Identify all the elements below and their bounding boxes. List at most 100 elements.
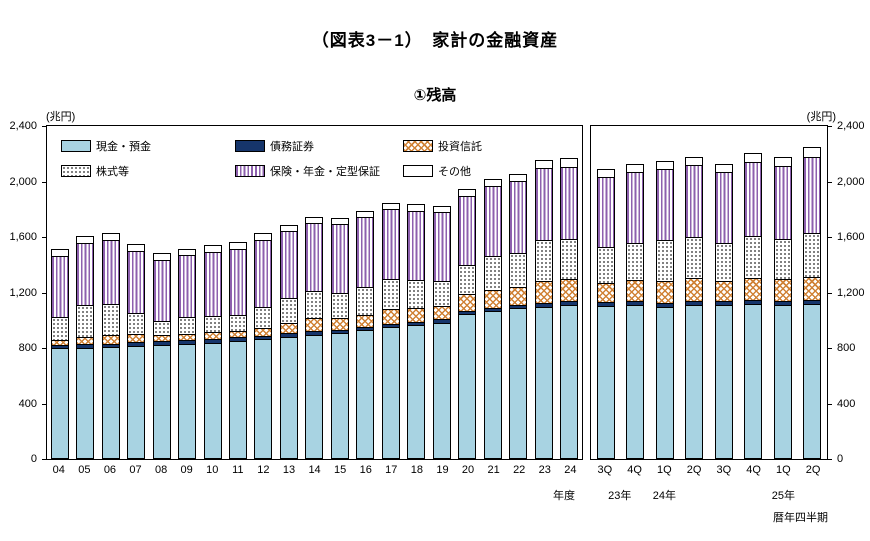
bar-segment-debt: [484, 307, 501, 312]
bar-segment-trust: [433, 305, 450, 320]
y-tick-label: 1,600: [837, 231, 865, 243]
bar-segment-equity: [656, 239, 673, 281]
y-tick-mark: [828, 181, 832, 183]
x-tick-label: 05: [78, 464, 91, 476]
bar-segment-equity: [230, 314, 247, 331]
bar-segment-trust: [77, 337, 94, 345]
bar-segment-insurance: [561, 166, 578, 239]
bar-segment-insurance: [280, 231, 297, 298]
bar-segment-other: [774, 156, 791, 166]
x-tick-label: 23: [538, 464, 551, 476]
bar-segment-insurance: [331, 224, 348, 293]
bar-segment-trust: [745, 277, 762, 300]
legend-swatch-other: [403, 165, 433, 177]
bar-segment-debt: [331, 329, 348, 334]
bar-segment-cash: [128, 345, 145, 458]
y-tick-mark: [42, 181, 46, 183]
bar-segment-insurance: [459, 195, 476, 266]
bar-segment-equity: [128, 313, 145, 335]
bar-segment-other: [128, 243, 145, 251]
x-tick-label: 12: [257, 464, 270, 476]
bar-segment-cash: [804, 304, 821, 458]
bar-segment-trust: [230, 330, 247, 337]
bar-segment-trust: [510, 287, 527, 305]
bar-segment-debt: [459, 310, 476, 315]
bar-segment-other: [306, 216, 323, 223]
legend-item-cash: 現金・預金: [61, 138, 235, 154]
bar-segment-insurance: [179, 255, 196, 318]
bar-segment-debt: [382, 323, 399, 327]
bar-segment-debt: [128, 341, 145, 346]
bar-segment-other: [153, 252, 170, 260]
chart-title: （図表3－1） 家計の金融資産: [311, 31, 559, 50]
x-tick-label: 10: [206, 464, 219, 476]
x-tick-label: 20: [461, 464, 475, 476]
stacked-bar-annual-05: [76, 236, 95, 459]
bar-segment-trust: [774, 279, 791, 301]
bar-segment-equity: [774, 238, 791, 280]
stacked-bar-annual-20: [458, 188, 477, 459]
bar-segment-insurance: [255, 240, 272, 308]
bar-segment-cash: [382, 326, 399, 458]
bar-segment-cash: [484, 311, 501, 458]
x-tick-label: 4Q: [627, 464, 642, 476]
legend-item-trust: 投資信託: [403, 138, 482, 154]
bar-segment-debt: [627, 300, 644, 305]
bar-segment-trust: [280, 322, 297, 333]
legend-swatch-debt: [235, 140, 265, 152]
bar-segment-trust: [102, 335, 119, 344]
stacked-bar-annual-18: [407, 204, 426, 459]
bar-segment-other: [804, 147, 821, 157]
bar-segment-insurance: [382, 209, 399, 279]
chart-subtitle: ①残高: [413, 87, 457, 104]
x-tick-label: 07: [129, 464, 142, 476]
y-tick-label: 400: [18, 397, 37, 410]
bar-segment-equity: [204, 316, 221, 333]
bar-segment-equity: [51, 316, 68, 341]
legend-item-debt: 債務証券: [235, 138, 403, 154]
legend-label-debt: 債務証券: [270, 141, 314, 153]
bar-segment-equity: [535, 239, 552, 282]
bar-segment-other: [179, 248, 196, 256]
bar-segment-trust: [627, 280, 644, 301]
bar-segment-other: [331, 218, 348, 225]
bar-segment-debt: [408, 321, 425, 325]
bar-segment-insurance: [77, 242, 94, 306]
bar-segment-trust: [382, 309, 399, 324]
bar-segment-cash: [561, 305, 578, 458]
bar-segment-debt: [715, 301, 732, 306]
bar-segment-debt: [510, 304, 527, 309]
bar-segment-insurance: [774, 165, 791, 239]
bar-segment-other: [715, 163, 732, 173]
x-tick-label: 24: [564, 464, 577, 476]
stacked-bar-annual-04: [50, 248, 69, 459]
y-tick-mark: [42, 403, 46, 405]
bar-segment-equity: [306, 290, 323, 319]
stacked-bar-annual-12: [254, 233, 273, 459]
bar-segment-cash: [153, 344, 170, 458]
x-tick-label: 2Q: [805, 464, 821, 476]
x-tick-label: 17: [385, 464, 398, 476]
y-tick-mark: [42, 292, 46, 294]
y-tick-label: 1,600: [9, 231, 37, 243]
bar-segment-equity: [484, 256, 501, 290]
bar-segment-cash: [627, 304, 644, 458]
bar-segment-trust: [535, 281, 552, 303]
bar-segment-debt: [51, 344, 68, 349]
bar-segment-trust: [204, 332, 221, 339]
bar-segment-equity: [804, 232, 821, 277]
stacked-bar-annual-10: [203, 244, 222, 459]
bar-segment-cash: [433, 322, 450, 458]
y-tick-label: 2,400: [837, 120, 865, 132]
bar-segment-other: [357, 211, 374, 218]
year-group-label: 23年: [608, 490, 632, 502]
bar-segment-equity: [745, 236, 762, 278]
bar-segment-debt: [102, 343, 119, 347]
x-tick-label: 06: [103, 464, 117, 476]
bar-segment-other: [686, 156, 703, 166]
bar-segment-other: [102, 233, 119, 241]
stacked-bar-quarterly-2Q: [685, 156, 704, 459]
bar-segment-insurance: [128, 250, 145, 314]
bar-segment-debt: [280, 332, 297, 337]
